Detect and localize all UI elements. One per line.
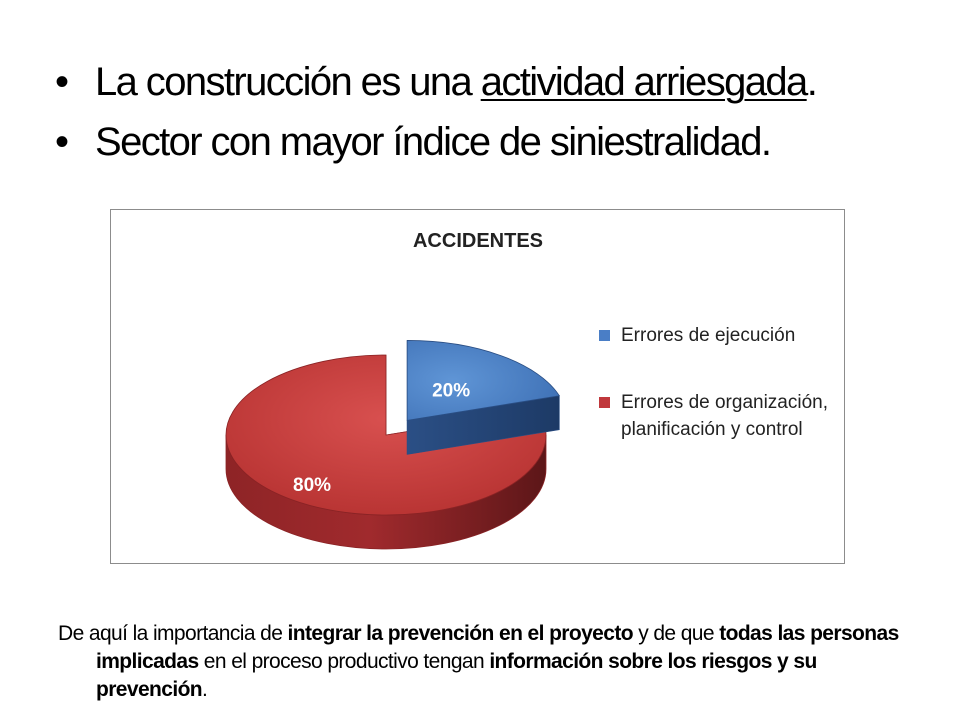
footer-paragraph: De aquí la importancia de integrar la pr… xyxy=(58,620,918,704)
footer-bold-segment: integrar la prevención en el proyecto xyxy=(287,622,634,645)
bullet-dot: • xyxy=(55,120,69,164)
chart-legend: Errores de ejecución Errores de organiza… xyxy=(599,322,839,483)
pie-chart-svg: ACCIDENTES 20% 80% xyxy=(225,230,560,550)
legend-swatch-blue xyxy=(599,330,610,341)
data-label-0: 20% xyxy=(432,380,470,401)
underlined-text: actividad arriesgada xyxy=(480,60,809,104)
bullet-text-end: . xyxy=(806,60,818,104)
legend-item-organizacion: Errores de organización, planificación y… xyxy=(599,389,839,443)
footer-segment: en el proceso productivo tengan xyxy=(198,650,490,673)
bullet-text: La construcción es una xyxy=(95,60,481,104)
pie-slices: 20% 80% xyxy=(225,340,560,550)
chart-title: ACCIDENTES xyxy=(413,230,543,252)
legend-label: Errores de organización, planificación y… xyxy=(621,392,828,440)
footer-segment: y de que xyxy=(632,622,720,645)
bullet-text: Sector con mayor índice de siniestralida… xyxy=(95,120,772,164)
legend-swatch-red xyxy=(599,397,610,408)
legend-item-ejecucion: Errores de ejecución xyxy=(599,322,839,349)
footer-bold-segment: información sobre los riesgos y su preve… xyxy=(96,650,817,701)
legend-label: Errores de ejecución xyxy=(621,325,796,346)
bullet-list: • La construcción es una actividad arrie… xyxy=(55,52,818,172)
bullet-dot: • xyxy=(55,60,69,104)
pie-slice-1 xyxy=(225,354,547,516)
bullet-item-2: • Sector con mayor índice de siniestrali… xyxy=(55,112,816,172)
footer-bold-segment: todas las personas implicadas xyxy=(96,622,899,673)
bullet-item-1: • La construcción es una actividad arrie… xyxy=(55,52,818,112)
pie-slice-0 xyxy=(406,340,560,421)
pie-chart: ACCIDENTES 20% 80% Errores de ejecución E… xyxy=(110,209,845,564)
footer-text: De aquí la importancia de integrar la pr… xyxy=(58,620,918,704)
footer-segment: De aquí la importancia de xyxy=(58,622,288,645)
data-label-1: 80% xyxy=(293,475,331,496)
footer-segment: . xyxy=(202,678,208,701)
